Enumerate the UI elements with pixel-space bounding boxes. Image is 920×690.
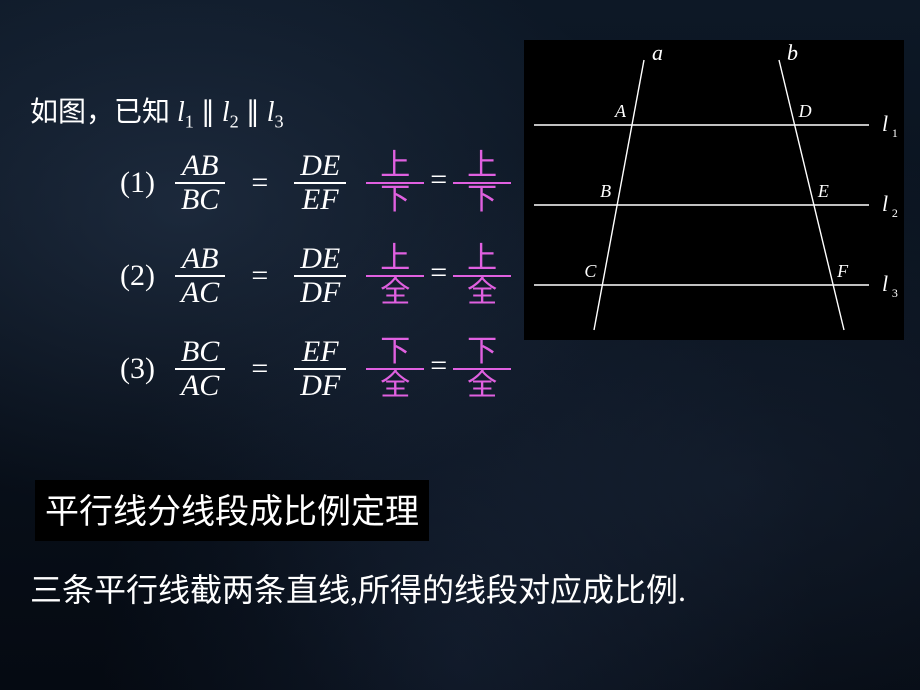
frac-top: 上 — [453, 243, 511, 275]
eq-rhs: DEEF — [294, 150, 346, 215]
eq-num: (3) — [120, 352, 155, 386]
frac-bot: 下 — [366, 184, 424, 216]
eq-sign: = — [245, 259, 274, 293]
intro-s1: 1 — [185, 112, 194, 132]
eq-lhs: ABAC — [175, 243, 225, 308]
frac-top: AB — [176, 243, 225, 275]
eq-num: (2) — [120, 259, 155, 293]
eq-sign: = — [245, 166, 274, 200]
equation-row: (1)ABBC=DEEF上下=上下 — [120, 150, 511, 215]
eq-sign: = — [424, 163, 453, 196]
eq-mnemonic: 上全=上全 — [366, 243, 511, 308]
mn-l: 上下 — [366, 150, 424, 215]
svg-text:F: F — [836, 261, 849, 281]
frac-bot: BC — [175, 184, 225, 216]
frac-top: 上 — [453, 150, 511, 182]
intro-line: 如图，已知 l1 ∥ l2 ∥ l3 — [30, 90, 284, 133]
diagram-svg: abADl1BEl2CFl3 — [524, 40, 904, 340]
svg-text:b: b — [787, 40, 798, 65]
eq-sign: = — [245, 352, 274, 386]
theorem-body: 三条平行线截两条直线,所得的线段对应成比例. — [30, 565, 686, 611]
frac-bot: 下 — [453, 184, 511, 216]
mn-r: 上全 — [453, 243, 511, 308]
frac-bot: DF — [294, 370, 346, 402]
eq-mnemonic: 下全=下全 — [366, 336, 511, 401]
svg-text:A: A — [614, 101, 627, 121]
slide: 如图，已知 l1 ∥ l2 ∥ l3 (1)ABBC=DEEF上下=上下(2)A… — [0, 0, 920, 690]
frac-top: 上 — [366, 150, 424, 182]
intro-par1: ∥ — [201, 97, 215, 128]
svg-text:a: a — [652, 40, 663, 65]
frac-bot: 全 — [453, 277, 511, 309]
mn-r: 上下 — [453, 150, 511, 215]
frac-top: DE — [294, 243, 346, 275]
mn-r: 下全 — [453, 336, 511, 401]
eq-sign: = — [424, 256, 453, 289]
eq-sign: = — [424, 349, 453, 382]
svg-text:l: l — [882, 111, 888, 136]
svg-text:C: C — [584, 261, 597, 281]
intro-s2: 2 — [230, 112, 239, 132]
frac-top: DE — [294, 150, 346, 182]
svg-text:D: D — [798, 101, 812, 121]
frac-top: EF — [296, 336, 345, 368]
eq-rhs: EFDF — [294, 336, 346, 401]
equation-row: (2)ABAC=DEDF上全=上全 — [120, 243, 511, 308]
diagram: abADl1BEl2CFl3 — [524, 40, 904, 340]
frac-top: BC — [175, 336, 225, 368]
frac-top: 上 — [366, 243, 424, 275]
eq-mnemonic: 上下=上下 — [366, 150, 511, 215]
svg-text:E: E — [817, 181, 829, 201]
intro-prefix: 如图，已知 — [30, 97, 170, 128]
eq-lhs: BCAC — [175, 336, 225, 401]
eq-lhs: ABBC — [175, 150, 225, 215]
svg-text:B: B — [600, 181, 611, 201]
frac-bot: 全 — [366, 277, 424, 309]
frac-bot: EF — [296, 184, 345, 216]
intro-par2: ∥ — [246, 97, 260, 128]
frac-top: 下 — [366, 336, 424, 368]
frac-bot: 全 — [453, 370, 511, 402]
frac-top: 下 — [453, 336, 511, 368]
mn-l: 下全 — [366, 336, 424, 401]
frac-bot: AC — [175, 277, 225, 309]
frac-bot: 全 — [366, 370, 424, 402]
theorem-title: 平行线分线段成比例定理 — [35, 480, 429, 541]
frac-top: AB — [176, 150, 225, 182]
mn-l: 上全 — [366, 243, 424, 308]
svg-text:l: l — [882, 271, 888, 296]
equation-row: (3)BCAC=EFDF下全=下全 — [120, 336, 511, 401]
eq-rhs: DEDF — [294, 243, 346, 308]
intro-l2: l — [222, 97, 230, 128]
intro-l3: l — [267, 97, 275, 128]
frac-bot: DF — [294, 277, 346, 309]
equations: (1)ABBC=DEEF上下=上下(2)ABAC=DEDF上全=上全(3)BCA… — [120, 150, 511, 401]
intro-l1: l — [177, 97, 185, 128]
svg-text:l: l — [882, 191, 888, 216]
frac-bot: AC — [175, 370, 225, 402]
intro-s3: 3 — [275, 112, 284, 132]
svg-text:1: 1 — [892, 126, 898, 140]
svg-text:2: 2 — [892, 206, 898, 220]
eq-num: (1) — [120, 166, 155, 200]
svg-text:3: 3 — [892, 286, 898, 300]
